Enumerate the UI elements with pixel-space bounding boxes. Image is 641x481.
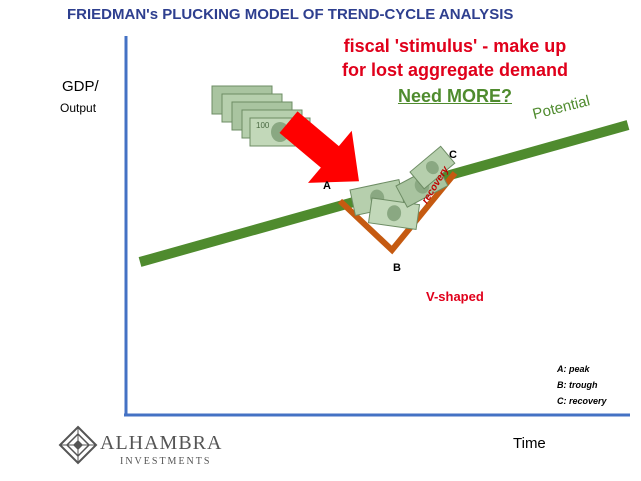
legend-item-peak: A: peak <box>557 364 590 374</box>
v-shaped-label: V-shaped <box>426 289 484 304</box>
y-axis-label-line1: GDP/ <box>62 78 99 95</box>
svg-text:100: 100 <box>256 121 270 130</box>
page-title: FRIEDMAN's PLUCKING MODEL OF TREND-CYCLE… <box>67 6 514 23</box>
diamond-logo-icon <box>58 425 98 465</box>
money-pile-icon <box>349 145 456 231</box>
point-a-label: A <box>323 180 331 192</box>
legend-item-recovery: C: recovery <box>557 396 607 406</box>
money-stack-icon: 100 100 <box>211 85 311 147</box>
v-shape-dip <box>337 171 458 255</box>
callout-line2: for lost aggregate demand <box>341 60 569 80</box>
point-b-label: B <box>393 262 401 274</box>
y-axis-label-line2: Output <box>60 101 97 115</box>
point-c-label: C <box>449 149 457 161</box>
logo-wordmark: ALHAMBRA <box>100 432 223 454</box>
callout-line1: fiscal 'stimulus' - make up <box>343 36 567 56</box>
x-axis-label: Time <box>513 435 546 452</box>
legend-item-trough: B: trough <box>557 380 598 390</box>
logo-subtitle: INVESTMENTS <box>120 456 212 467</box>
red-arrow-icon <box>279 111 359 183</box>
callout-line3: Need MORE? <box>397 86 512 106</box>
